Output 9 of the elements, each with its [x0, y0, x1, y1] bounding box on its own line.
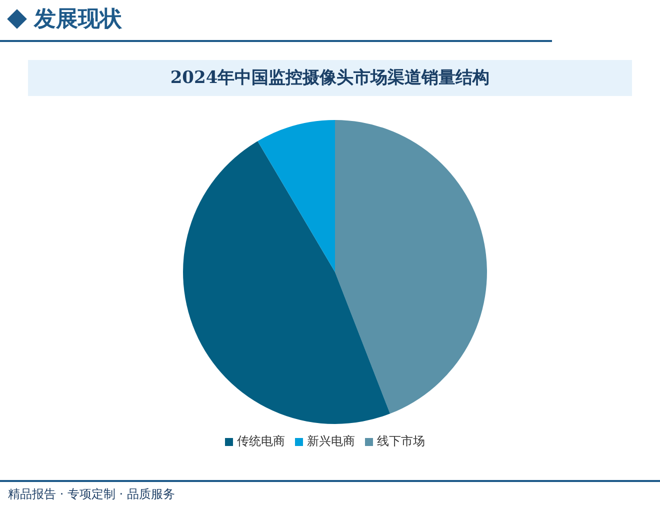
pie-slice — [335, 120, 487, 414]
pie-slice — [183, 141, 390, 424]
legend-label: 传统电商 — [237, 434, 285, 448]
legend-label: 线下市场 — [377, 434, 425, 448]
text: 发展现状 — [34, 6, 122, 34]
legend-label: 新兴电商 — [307, 434, 355, 448]
chart-title: 2024年中国监控摄像头市场渠道销量结构 — [28, 60, 632, 96]
text: 精品报告 · 专项定制 · 品质服务 — [8, 486, 175, 503]
pie-slice — [258, 120, 335, 272]
